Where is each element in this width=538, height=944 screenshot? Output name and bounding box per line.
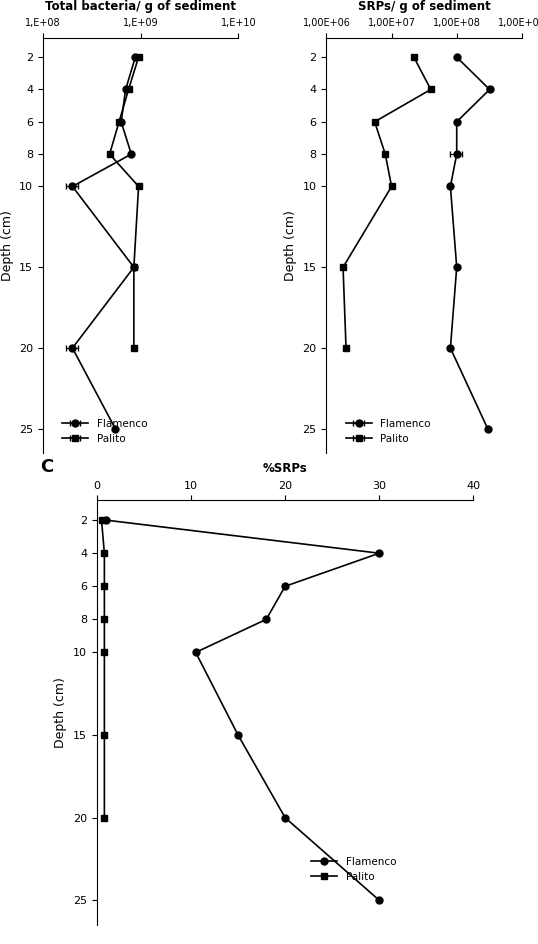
Legend: Flamenco, Palito: Flamenco, Palito <box>58 414 151 447</box>
Flamenco <box>235 730 241 741</box>
Palito <box>98 514 105 526</box>
Legend: Flamenco, Palito: Flamenco, Palito <box>342 414 435 447</box>
Text: B: B <box>284 0 297 2</box>
Palito <box>101 614 108 625</box>
Flamenco <box>193 647 199 658</box>
Line: Flamenco: Flamenco <box>103 516 383 903</box>
Y-axis label: Depth (cm): Depth (cm) <box>1 210 13 281</box>
Flamenco <box>376 548 383 559</box>
Y-axis label: Depth (cm): Depth (cm) <box>284 210 297 281</box>
Palito <box>101 647 108 658</box>
Palito <box>101 812 108 823</box>
Title: Total bacteria/ g of sediment: Total bacteria/ g of sediment <box>45 0 236 12</box>
Flamenco <box>376 895 383 906</box>
Palito <box>101 548 108 559</box>
Text: A: A <box>0 0 2 2</box>
Palito <box>101 581 108 592</box>
Line: Palito: Palito <box>98 516 108 821</box>
Flamenco <box>282 581 288 592</box>
Text: C: C <box>40 458 54 476</box>
Y-axis label: Depth (cm): Depth (cm) <box>54 677 67 749</box>
Title: %SRPs: %SRPs <box>263 463 308 475</box>
Flamenco <box>103 514 110 526</box>
Title: SRPs/ g of sediment: SRPs/ g of sediment <box>358 0 491 12</box>
Legend: Flamenco, Palito: Flamenco, Palito <box>307 852 400 885</box>
Flamenco <box>282 812 288 823</box>
Flamenco <box>263 614 270 625</box>
Palito <box>101 730 108 741</box>
